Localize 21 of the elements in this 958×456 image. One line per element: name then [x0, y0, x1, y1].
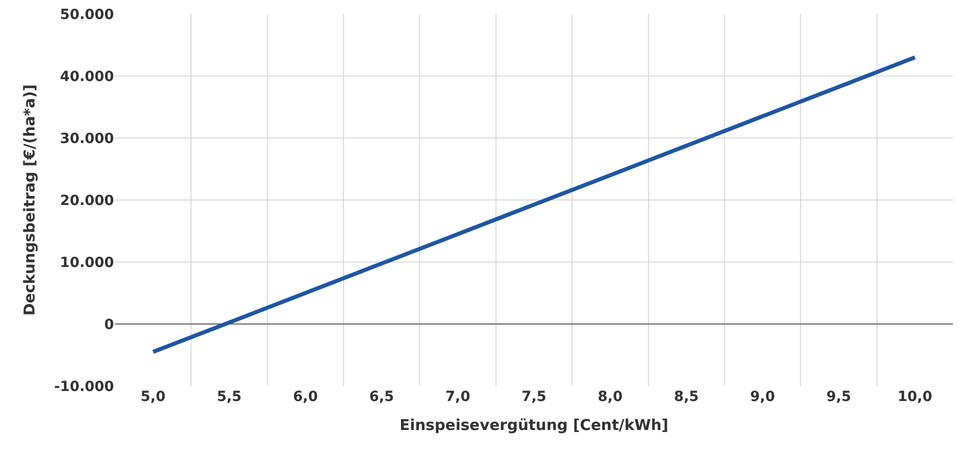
x-tick-label: 9,0: [750, 389, 776, 405]
x-tick-label: 8,5: [674, 389, 699, 405]
x-tick-label: 5,5: [216, 389, 242, 405]
y-tick-label: 10.000: [60, 254, 114, 271]
x-tick-label: 10,0: [898, 389, 932, 405]
line-series: [151, 55, 917, 354]
x-tick-label: 7,5: [522, 389, 546, 405]
x-axis-title: Einspeisevergütung [Cent/kWh]: [400, 416, 668, 434]
x-tick-label: 5,0: [140, 389, 166, 405]
y-tick-label: 40.000: [60, 68, 114, 85]
x-tick-label: 6,0: [293, 389, 318, 405]
y-tick-label: 30.000: [60, 130, 114, 147]
x-tick-label: 6,5: [369, 389, 394, 405]
y-tick-label: 20.000: [60, 192, 114, 209]
y-axis-title: Deckungsbeitrag [€/(ha*a)]: [20, 84, 38, 316]
y-tick-label: 0: [104, 316, 114, 333]
y-tick-label: -10.000: [54, 378, 114, 395]
y-tick-label: 50.000: [60, 6, 114, 23]
x-tick-label: 7,0: [445, 389, 470, 405]
x-tick-label: 9,5: [826, 389, 852, 405]
x-tick-label: 8,0: [598, 389, 623, 405]
